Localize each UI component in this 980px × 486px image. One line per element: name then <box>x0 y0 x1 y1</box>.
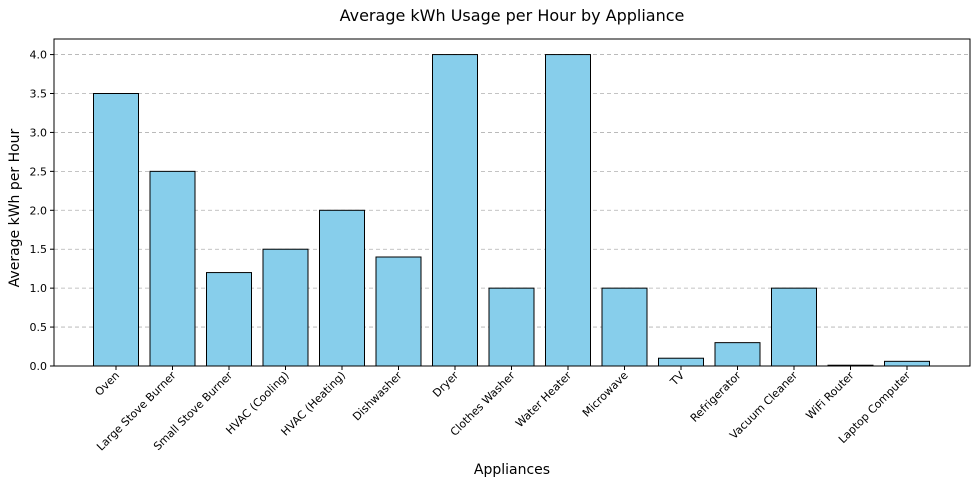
bar-tv <box>658 357 704 367</box>
bar-hvac-cooling <box>262 248 309 367</box>
bar-laptop-computer <box>884 360 930 367</box>
x-tick-label: Oven <box>92 369 122 399</box>
y-axis-title: Average kWh per Hour <box>7 128 23 287</box>
x-axis-title: Appliances <box>474 462 550 478</box>
bar-oven <box>93 93 139 367</box>
x-tick-label: TV <box>667 369 687 389</box>
bar-refrigerator <box>714 342 761 367</box>
x-tick-label: Microwave <box>580 369 631 420</box>
y-tick-label: 0.5 <box>30 321 48 334</box>
bar-water-heater <box>545 54 591 367</box>
y-tick-label: 0.0 <box>30 360 48 373</box>
bar-small-stove-burner <box>206 272 252 367</box>
bars <box>93 54 930 367</box>
bar-large-stove-burner <box>149 170 196 367</box>
y-tick-label: 4.0 <box>30 49 48 62</box>
bar-dishwasher <box>375 256 422 367</box>
bar-hvac-heating <box>319 209 365 367</box>
y-tick-label: 2.0 <box>30 204 48 217</box>
x-tick-label: Dryer <box>430 369 461 400</box>
x-tick-label: Dishwasher <box>350 369 405 424</box>
y-tick-label: 3.0 <box>30 126 48 139</box>
y-tick-label: 1.0 <box>30 282 48 295</box>
y-tick-label: 3.5 <box>30 88 48 101</box>
bar-microwave <box>601 287 648 367</box>
bar-dryer <box>432 54 478 367</box>
bar-clothes-washer <box>488 287 535 367</box>
plot-frame <box>53 38 971 367</box>
bar-vacuum-cleaner <box>771 287 817 367</box>
chart-title: Average kWh Usage per Hour by Appliance <box>340 6 685 25</box>
x-tick-label: Water Heater <box>513 369 574 430</box>
y-tick-label: 2.5 <box>30 165 48 178</box>
y-tick-label: 1.5 <box>30 243 48 256</box>
y-axis-ticks: 0.0 0.5 1.0 1.5 2.0 2.5 3.0 3.5 4.0 <box>30 49 54 373</box>
x-tick-label: Refrigerator <box>688 369 744 425</box>
x-tick-label: WiFi Router <box>803 369 857 423</box>
